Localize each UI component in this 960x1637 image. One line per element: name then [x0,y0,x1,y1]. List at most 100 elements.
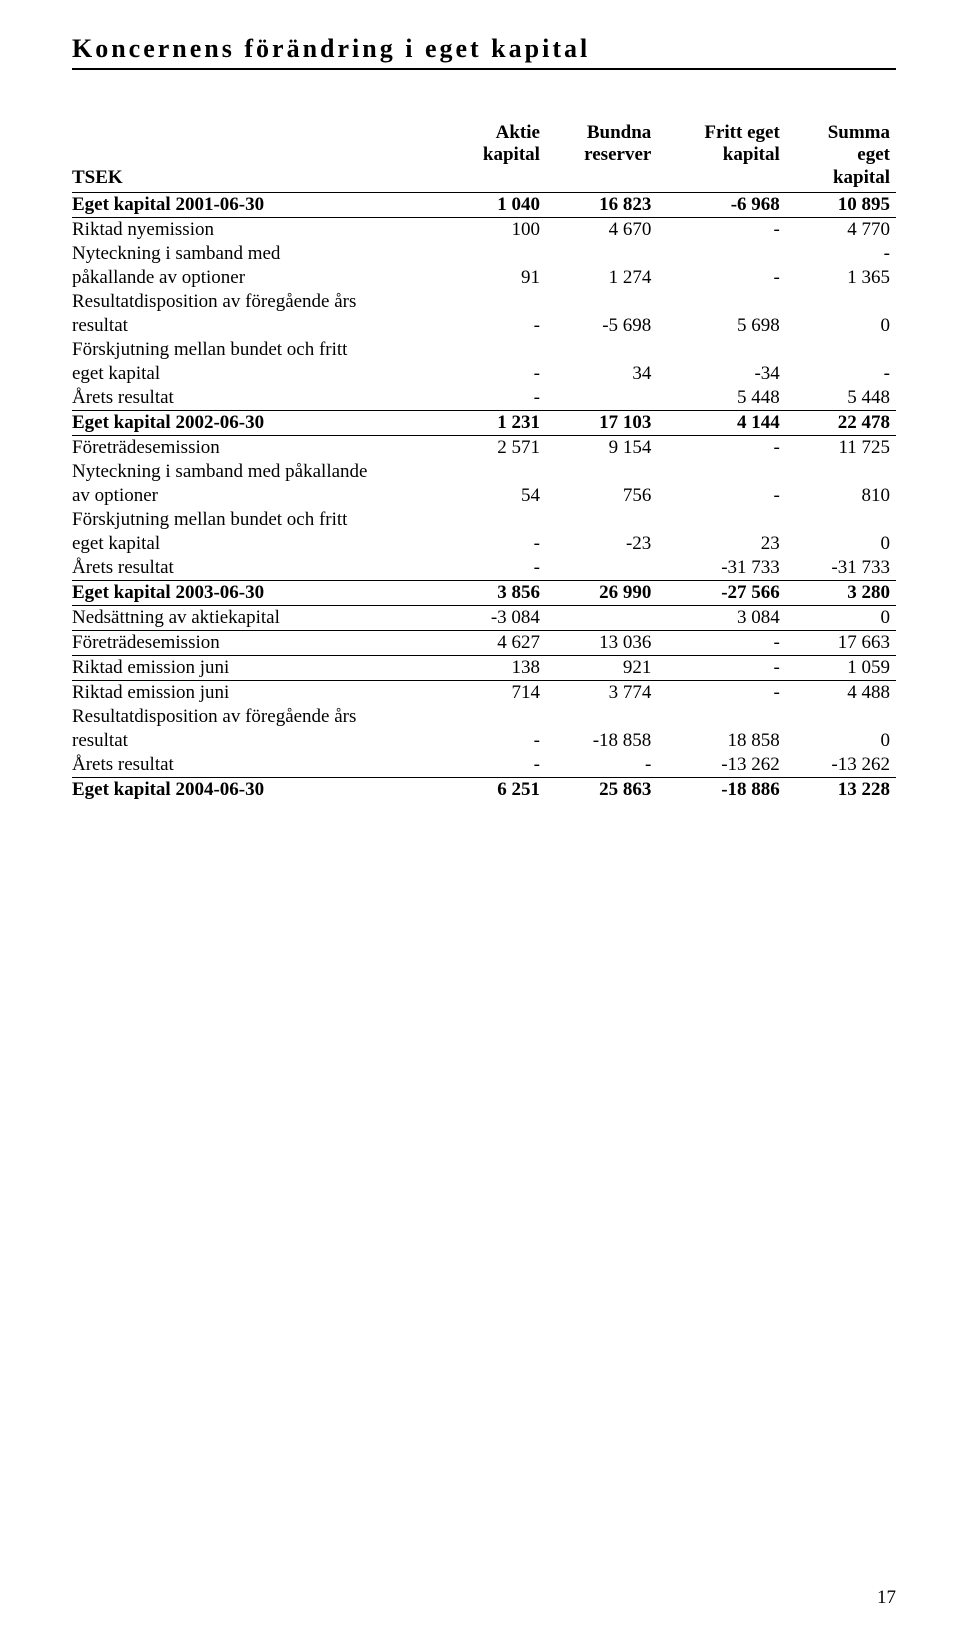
cell-c3: 17 103 [546,411,657,436]
page-number: 17 [877,1587,896,1609]
row-label: resultat [72,729,437,753]
cell-c5: - [786,242,896,266]
col-aktie-l2: kapital [437,144,546,167]
row-label: Riktad emission juni [72,656,437,681]
cell-c4: - [657,218,785,243]
cell-c4: -34 [657,362,785,386]
cell-c5 [786,705,896,729]
cell-c5: 1 365 [786,266,896,290]
cell-c2: - [437,532,546,556]
row-label: eget kapital [72,532,437,556]
cell-c4: 4 144 [657,411,785,436]
cell-c2: 1 231 [437,411,546,436]
row-label: Eget kapital 2004-06-30 [72,778,437,803]
table-row: Företrädesemission2 5719 154-11 725 [72,436,896,461]
table-row: Eget kapital 2001-06-301 04016 823-6 968… [72,193,896,218]
row-label: eget kapital [72,362,437,386]
row-label: påkallande av optioner [72,266,437,290]
cell-c5 [786,508,896,532]
cell-c4: 18 858 [657,729,785,753]
row-label: Eget kapital 2003-06-30 [72,581,437,606]
table-row: av optioner54756-810 [72,484,896,508]
col-bundna-l2: reserver [546,144,657,167]
table-row: Nyteckning i samband med påkallande [72,460,896,484]
cell-c2: - [437,386,546,411]
cell-c4: - [657,266,785,290]
header-row-2: kapital reserver kapital eget [72,144,896,167]
cell-c2: - [437,314,546,338]
cell-c3: 1 274 [546,266,657,290]
col-aktie-l1: Aktie [437,120,546,144]
row-label: Nyteckning i samband med [72,242,437,266]
cell-c3 [546,606,657,631]
cell-c2 [437,460,546,484]
cell-c4: 5 698 [657,314,785,338]
row-label: resultat [72,314,437,338]
row-label: Eget kapital 2002-06-30 [72,411,437,436]
cell-c3: 16 823 [546,193,657,218]
cell-c2: -3 084 [437,606,546,631]
table-row: Eget kapital 2003-06-303 85626 990-27 56… [72,581,896,606]
cell-c5 [786,460,896,484]
table-row: eget kapital--23230 [72,532,896,556]
cell-c2: 100 [437,218,546,243]
row-label: Riktad nyemission [72,218,437,243]
cell-c4: -31 733 [657,556,785,581]
cell-c5: 3 280 [786,581,896,606]
cell-c3 [546,242,657,266]
table-row: Riktad nyemission1004 670-4 770 [72,218,896,243]
cell-c2: 54 [437,484,546,508]
table-row: Resultatdisposition av föregående års [72,705,896,729]
cell-c5: 0 [786,606,896,631]
row-label: Nedsättning av aktiekapital [72,606,437,631]
cell-c3 [546,290,657,314]
table-row: Förskjutning mellan bundet och fritt [72,338,896,362]
cell-c3: 921 [546,656,657,681]
cell-c5: 0 [786,314,896,338]
table-row: Företrädesemission4 62713 036-17 663 [72,631,896,656]
header-row-1: Aktie Bundna Fritt eget Summa [72,120,896,144]
cell-c4: - [657,436,785,461]
cell-c2 [437,290,546,314]
cell-c2: - [437,362,546,386]
cell-c5: 10 895 [786,193,896,218]
table-row: Årets resultat-5 4485 448 [72,386,896,411]
cell-c4: -18 886 [657,778,785,803]
cell-c5: 11 725 [786,436,896,461]
cell-c5: 4 488 [786,681,896,706]
cell-c5: 17 663 [786,631,896,656]
row-label: Eget kapital 2001-06-30 [72,193,437,218]
cell-c3: 3 774 [546,681,657,706]
cell-c2 [437,705,546,729]
table-row: Förskjutning mellan bundet och fritt [72,508,896,532]
cell-c4: 23 [657,532,785,556]
cell-c4: 3 084 [657,606,785,631]
cell-c4 [657,290,785,314]
equity-table: Aktie Bundna Fritt eget Summa kapital re… [72,120,896,802]
table-row: Årets resultat---13 262-13 262 [72,753,896,778]
cell-c3: -23 [546,532,657,556]
cell-c5: 810 [786,484,896,508]
cell-c5: 13 228 [786,778,896,803]
col-bundna-l1: Bundna [546,120,657,144]
row-label: Resultatdisposition av föregående års [72,290,437,314]
table-row: Eget kapital 2004-06-306 25125 863-18 88… [72,778,896,803]
table-row: Riktad emission juni7143 774-4 488 [72,681,896,706]
cell-c5 [786,290,896,314]
table-row: Nyteckning i samband med - [72,242,896,266]
cell-c4: - [657,681,785,706]
cell-c5: 0 [786,532,896,556]
cell-c5: - [786,362,896,386]
cell-c2: 6 251 [437,778,546,803]
cell-c4 [657,460,785,484]
cell-c3: 4 670 [546,218,657,243]
page-title: Koncernens förändring i eget kapital [72,34,896,64]
title-rule [72,68,896,70]
row-label: Förskjutning mellan bundet och fritt [72,338,437,362]
row-label: Företrädesemission [72,436,437,461]
row-label: Riktad emission juni [72,681,437,706]
cell-c5: 0 [786,729,896,753]
row-label: Nyteckning i samband med påkallande [72,460,437,484]
cell-c3: 756 [546,484,657,508]
cell-c4: -6 968 [657,193,785,218]
